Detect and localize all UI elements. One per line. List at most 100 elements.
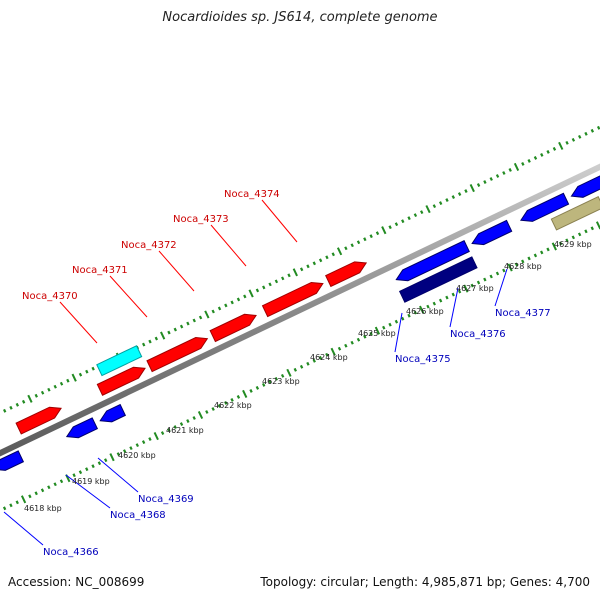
inner-tick xyxy=(34,491,38,496)
inner-tick xyxy=(299,364,304,369)
outer-tick xyxy=(401,219,405,224)
inner-tick xyxy=(401,316,405,321)
outer-tick xyxy=(363,237,367,242)
inner-tick xyxy=(53,482,57,487)
outer-tick xyxy=(287,273,291,278)
outer-tick xyxy=(78,372,83,377)
inner-tick xyxy=(197,410,204,420)
outer-tick xyxy=(565,140,569,145)
inner-tick xyxy=(432,301,436,306)
inner-tick xyxy=(374,326,381,335)
tan-gene-block xyxy=(550,196,600,231)
inner-tick xyxy=(527,256,531,261)
genome-stats-text: Topology: circular; Length: 4,985,871 bp… xyxy=(260,575,590,589)
outer-tick xyxy=(336,247,343,256)
inner-tick xyxy=(78,470,83,475)
label-leaders xyxy=(3,199,508,546)
outer-tick xyxy=(432,204,437,209)
outer-tick xyxy=(356,240,361,245)
outer-tick xyxy=(292,268,298,277)
outer-tick xyxy=(34,393,38,398)
inner-tick xyxy=(173,425,177,429)
inner-tick xyxy=(470,283,474,288)
forward-gene-arrow xyxy=(325,261,368,288)
reverse-gene-arrow xyxy=(65,417,99,439)
outer-tick xyxy=(464,189,468,193)
outer-tick xyxy=(495,174,500,178)
outer-tick xyxy=(268,282,272,287)
inner-tick xyxy=(457,289,462,294)
map-title: Nocardioides sp. JS614, complete genome xyxy=(162,10,438,25)
inner-tick xyxy=(502,268,506,273)
outer-tick xyxy=(230,300,234,305)
outer-tick xyxy=(299,267,304,272)
outer-tick xyxy=(420,210,424,215)
kbp-tick-labels: 4618 kbp 4619 kbp 4620 kbp 4621 kbp 4622 kbp… xyxy=(24,240,592,513)
forward-gene-label: Noca_4372 xyxy=(121,240,177,251)
outer-tick xyxy=(325,255,329,260)
inner-tick xyxy=(306,361,310,366)
inner-tick xyxy=(217,404,222,408)
inner-tick xyxy=(445,295,449,300)
forward-gene-label: Noca_4371 xyxy=(72,265,128,276)
inner-tick xyxy=(85,467,89,472)
label-leader-line xyxy=(59,301,98,344)
accession-text: Accession: NC_008699 xyxy=(8,575,145,589)
inner-tick xyxy=(141,440,146,445)
cyan-gene-block xyxy=(96,345,143,377)
inner-tick xyxy=(551,242,557,251)
outer-tick xyxy=(192,318,196,323)
inner-tick xyxy=(407,313,411,318)
reverse-gene-arrow xyxy=(519,192,570,222)
outer-tick xyxy=(179,324,184,329)
reverse-gene-label: Noca_4366 xyxy=(43,547,99,558)
inner-tick xyxy=(262,382,266,387)
label-leader-line xyxy=(158,250,195,292)
inner-tick xyxy=(533,253,538,258)
label-leader-line xyxy=(109,275,148,318)
outer-tick xyxy=(578,134,582,139)
inner-tick xyxy=(495,271,500,276)
inner-tick xyxy=(242,389,248,398)
outer-tick xyxy=(513,162,520,172)
inner-tick xyxy=(388,322,392,327)
reverse-gene-label: Noca_4369 xyxy=(138,494,194,505)
inner-tick xyxy=(9,503,13,508)
inner-tick xyxy=(179,422,184,426)
inner-tick xyxy=(186,419,190,423)
inner-tick xyxy=(318,355,323,360)
outer-tick xyxy=(394,222,399,227)
inner-tick xyxy=(236,395,241,399)
reverse-gene-arrow xyxy=(570,175,600,198)
inner-tick xyxy=(577,232,582,237)
gene-track xyxy=(0,175,600,471)
outer-tick xyxy=(160,331,166,340)
forward-gene-label: Noca_4370 xyxy=(22,291,78,302)
outer-tick xyxy=(407,216,411,221)
label-leader-line xyxy=(3,511,44,546)
kbp-tick-label: 4623 kbp xyxy=(262,377,300,386)
inner-tick xyxy=(483,277,487,282)
outer-tick xyxy=(198,315,203,320)
inner-tick xyxy=(15,500,19,505)
outer-tick xyxy=(66,378,70,383)
outer-tick xyxy=(281,276,285,281)
inner-tick xyxy=(356,337,361,342)
inner-tick xyxy=(476,280,481,285)
forward-gene-arrow xyxy=(209,313,257,343)
kbp-tick-label: 4622 kbp xyxy=(214,401,252,410)
outer-tick xyxy=(204,310,210,319)
outer-tick xyxy=(558,141,564,150)
outer-tick xyxy=(53,384,57,389)
outer-tick xyxy=(413,213,418,218)
outer-tick xyxy=(9,405,13,410)
inner-tick xyxy=(20,495,27,504)
outer-tick xyxy=(318,258,323,263)
inner-tick xyxy=(350,340,354,345)
inner-tick xyxy=(116,452,121,457)
reverse-gene-arrow xyxy=(99,403,127,423)
label-leader-line xyxy=(210,224,247,267)
outer-tick xyxy=(331,252,335,257)
backbone-line xyxy=(0,163,600,457)
outer-tick xyxy=(344,246,348,251)
